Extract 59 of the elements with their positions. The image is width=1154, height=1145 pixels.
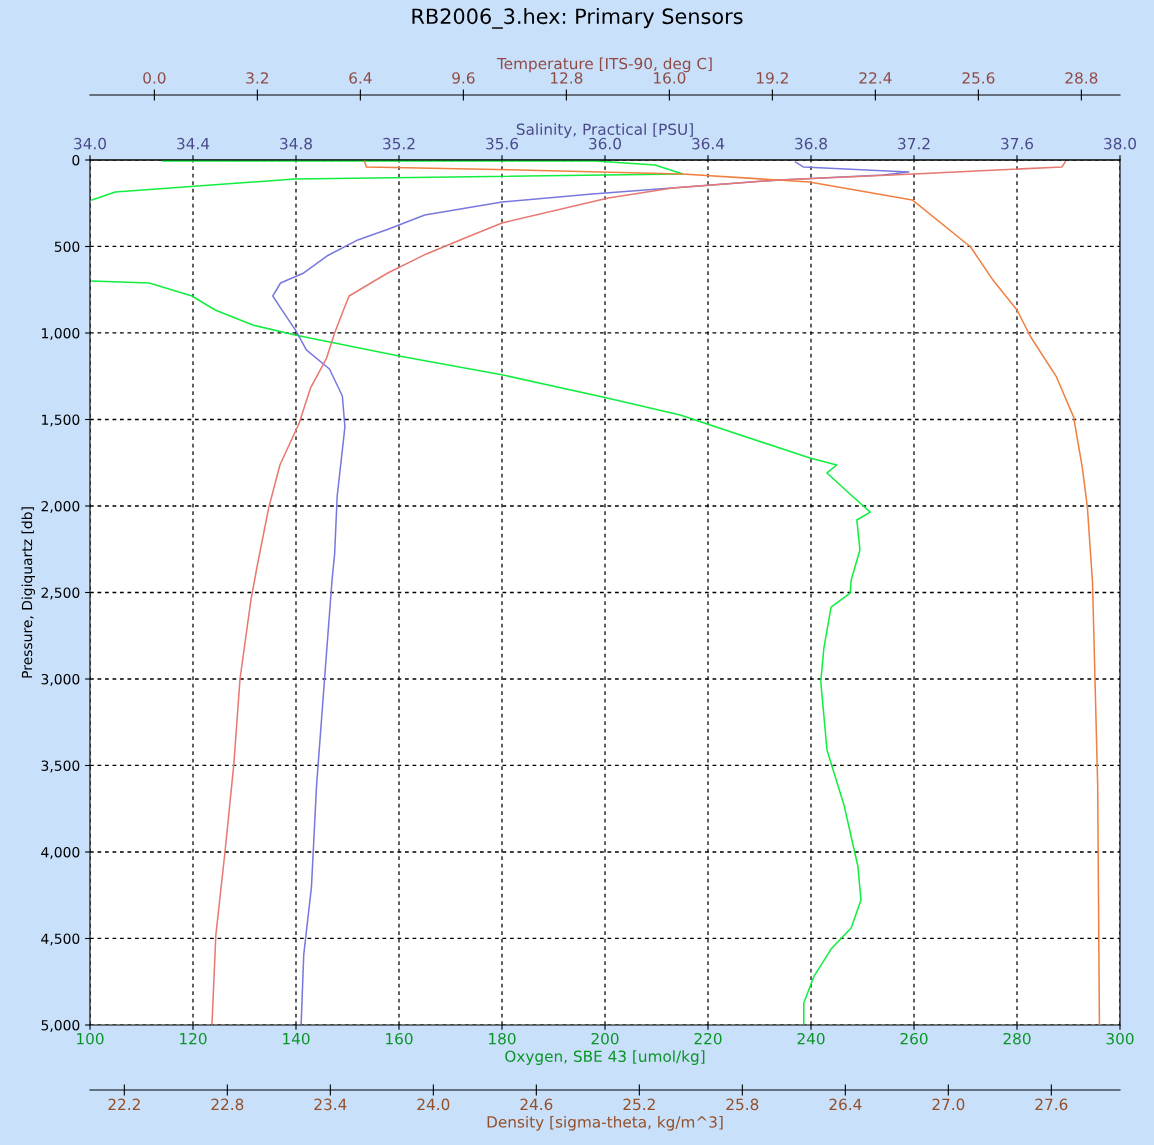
- x-tick-label: 220: [694, 1032, 722, 1045]
- x2-tick-label: 34.8: [280, 137, 312, 150]
- y-axis-title: Pressure, Digiquartz [db]: [21, 507, 35, 678]
- x-tick-label: 180: [489, 1032, 516, 1045]
- x-tick-label: 120: [180, 1032, 207, 1045]
- x2-tick-label: 12.8: [551, 72, 583, 84]
- x-tick-label: 25.2: [623, 1098, 655, 1111]
- x-tick-label: 25.8: [726, 1098, 759, 1111]
- x-tick-label: 260: [900, 1032, 928, 1045]
- y-tick-label: 5,000: [41, 1019, 80, 1032]
- x2-tick-label: 36.4: [692, 137, 725, 150]
- x2-tick-label: 19.2: [757, 72, 788, 84]
- x-tick-label: 300: [1106, 1032, 1134, 1045]
- x2-axis-title: Salinity, Practical [PSU]: [516, 123, 693, 138]
- x-tick-label: 200: [591, 1032, 619, 1045]
- x2-tick-label: 37.2: [898, 137, 930, 150]
- x-tick-label: 23.4: [314, 1098, 347, 1111]
- y-tick-label: 0: [72, 154, 80, 166]
- y-tick-label: 2,500: [41, 587, 80, 600]
- y-tick-label: 1,500: [42, 414, 80, 427]
- x-axis-title: Oxygen, SBE 43 [umol/kg]: [505, 1050, 705, 1065]
- x-tick-label: 22.8: [211, 1098, 244, 1111]
- x-tick-label: 22.2: [108, 1098, 140, 1110]
- x-tick-label: 280: [1003, 1032, 1031, 1045]
- x2-tick-label: 22.4: [859, 72, 892, 84]
- y-tick-label: 3,500: [41, 760, 80, 773]
- y-tick-label: 1,000: [42, 327, 80, 340]
- y-tick-label: 4,500: [41, 933, 80, 946]
- x-tick-label: 140: [283, 1032, 310, 1045]
- x-tick-label: 160: [386, 1032, 413, 1045]
- x2-tick-label: 16.0: [654, 72, 686, 84]
- chart-title: RB2006_3.hex: Primary Sensors: [412, 8, 743, 29]
- x-tick-label: 27.6: [1035, 1098, 1068, 1111]
- x2-tick-label: 35.2: [383, 137, 415, 150]
- x2-tick-label: 28.8: [1065, 72, 1098, 84]
- x2-tick-label: 34.0: [74, 137, 106, 150]
- x2-axis-title: Temperature [ITS-90, deg C]: [496, 57, 712, 73]
- x-tick-label: 26.4: [829, 1098, 862, 1111]
- x2-tick-label: 0.0: [143, 72, 166, 84]
- x-tick-label: 240: [797, 1032, 825, 1045]
- x2-tick-label: 37.6: [1001, 137, 1034, 150]
- x2-tick-label: 6.4: [349, 72, 372, 84]
- x2-tick-label: 38.0: [1104, 137, 1136, 150]
- x-axis-title: Density [sigma-theta, kg/m^3]: [487, 1115, 723, 1131]
- y-tick-label: 3,000: [41, 673, 80, 686]
- y-tick-label: 4,000: [41, 846, 80, 859]
- x2-tick-label: 3.2: [246, 72, 268, 84]
- y-tick-label: 500: [54, 241, 80, 252]
- y-tick-label: 2,000: [41, 500, 80, 513]
- x2-tick-label: 34.4: [177, 137, 210, 150]
- x2-tick-label: 36.8: [795, 137, 827, 150]
- x-tick-label: 24.0: [417, 1098, 450, 1111]
- x2-tick-label: 36.0: [589, 137, 621, 150]
- x-tick-label: 24.6: [520, 1098, 553, 1111]
- x2-tick-label: 25.6: [962, 72, 995, 84]
- x-tick-label: 27.0: [932, 1098, 965, 1111]
- x2-tick-label: 9.6: [452, 72, 475, 84]
- x-tick-label: 100: [77, 1032, 104, 1045]
- x2-tick-label: 35.6: [486, 137, 519, 150]
